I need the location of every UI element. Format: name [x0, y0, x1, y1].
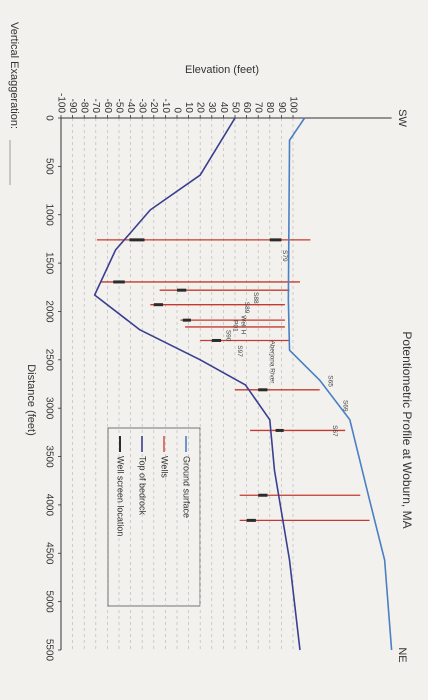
- y-tick-label: 40: [218, 102, 229, 114]
- y-tick-label: -30: [137, 99, 148, 114]
- x-axis-label: Distance (feet): [25, 364, 37, 436]
- y-tick-label: 90: [276, 102, 287, 114]
- y-tick-label: -60: [102, 99, 113, 114]
- right-label: NE: [396, 647, 408, 662]
- y-tick-label: 10: [183, 102, 194, 114]
- y-tick-label: 0: [171, 107, 182, 113]
- x-tick-label: 0: [43, 115, 54, 121]
- legend-label: Well screen location: [116, 456, 126, 536]
- x-tick-label: 4500: [43, 542, 54, 565]
- y-tick-label: -90: [67, 99, 78, 114]
- annotation: S65: [326, 375, 333, 387]
- annotation: P01: [231, 320, 238, 332]
- legend-label: Wells: [160, 456, 170, 478]
- y-tick-label: 100: [287, 96, 298, 113]
- annotation: S97: [236, 345, 243, 357]
- x-tick-label: 1000: [43, 204, 54, 227]
- annotation: Aberjona River: [268, 340, 275, 384]
- annotation: Well H: [239, 315, 246, 334]
- y-tick-label: 60: [241, 102, 252, 114]
- x-tick-label: 3000: [43, 397, 54, 420]
- chart-title: Potentiometric Profile at Woburn, MA: [400, 331, 414, 528]
- y-tick-label: 30: [206, 102, 217, 114]
- series-line: [287, 117, 393, 651]
- x-tick-label: 500: [43, 158, 54, 175]
- y-tick-label: -80: [79, 99, 90, 114]
- left-label: SW: [396, 109, 408, 127]
- y-tick-label: -10: [160, 99, 171, 114]
- x-tick-label: 5000: [43, 591, 54, 614]
- x-tick-label: 2000: [43, 300, 54, 323]
- legend-label: Ground surface: [182, 456, 192, 518]
- x-tick-label: 4000: [43, 494, 54, 517]
- y-tick-label: 50: [229, 102, 240, 114]
- x-tick-label: 5500: [43, 639, 54, 662]
- y-tick-label: -70: [90, 99, 101, 114]
- annotation: S67: [331, 425, 338, 437]
- y-tick-label: -100: [55, 93, 66, 113]
- y-tick-label: -50: [113, 99, 124, 114]
- y-tick-label: -20: [148, 99, 159, 114]
- footer: Vertical Exaggeration:: [8, 22, 20, 129]
- series-line: [93, 117, 301, 651]
- annotation: S69: [341, 400, 348, 412]
- legend-label: Top of bedrock: [138, 456, 148, 516]
- annotation: S89: [243, 302, 250, 314]
- x-tick-label: 3500: [43, 445, 54, 468]
- annotation: S88: [252, 292, 259, 304]
- y-tick-label: 80: [264, 102, 275, 114]
- annotation: S79: [281, 250, 288, 262]
- y-tick-label: 20: [195, 102, 206, 114]
- y-tick-label: -40: [125, 99, 136, 114]
- x-tick-label: 2500: [43, 349, 54, 372]
- y-axis-label: Elevation (feet): [185, 64, 259, 76]
- rotated-sheet: Potentiometric Profile at Woburn, MA SW …: [8, 22, 414, 663]
- x-tick-label: 1500: [43, 252, 54, 275]
- y-tick-label: 70: [253, 102, 264, 114]
- annotation: S90: [224, 330, 231, 342]
